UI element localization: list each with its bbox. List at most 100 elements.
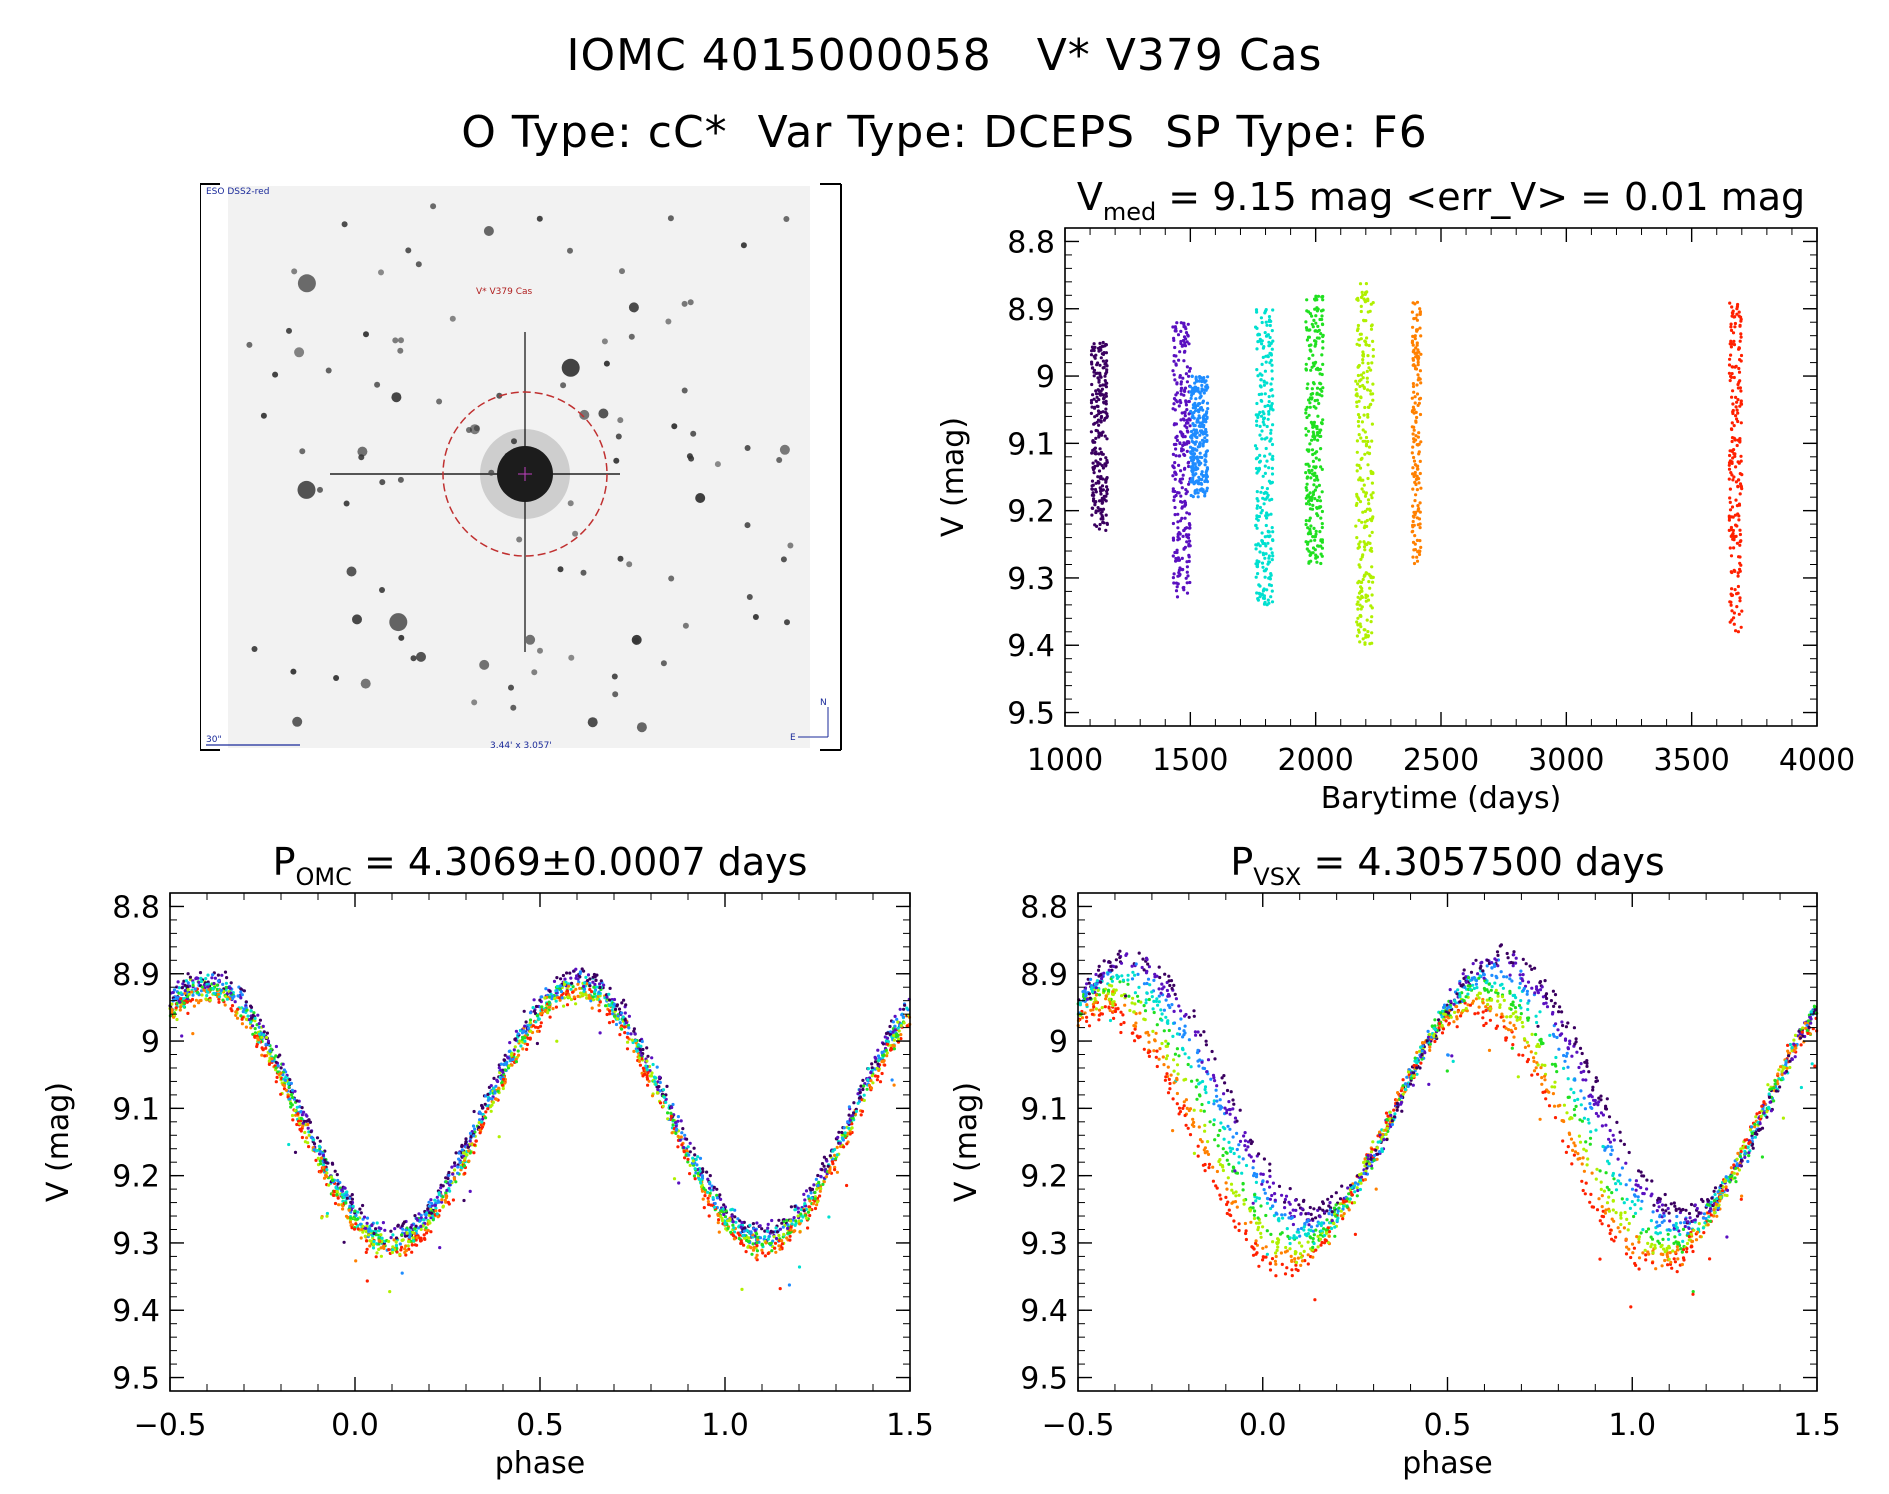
x-tick-label: 0.5 <box>516 1408 564 1443</box>
point <box>1260 429 1264 433</box>
point <box>638 1063 643 1067</box>
point <box>342 1195 346 1199</box>
point <box>701 1167 705 1171</box>
point <box>1184 372 1188 376</box>
point <box>438 1209 442 1213</box>
point <box>462 1198 466 1203</box>
point <box>869 1086 874 1090</box>
point <box>1413 401 1417 405</box>
point <box>1104 394 1108 398</box>
point <box>1171 452 1175 456</box>
point <box>854 1109 859 1113</box>
point <box>202 988 206 992</box>
point <box>458 1160 462 1165</box>
point <box>770 1249 774 1253</box>
point <box>1093 523 1097 527</box>
point <box>1737 503 1742 507</box>
point <box>497 1135 501 1139</box>
point <box>731 1220 735 1224</box>
point <box>1198 396 1202 400</box>
point <box>298 1122 302 1126</box>
point <box>408 1232 412 1236</box>
point <box>1174 589 1179 593</box>
point <box>423 1237 427 1241</box>
point <box>543 1008 547 1012</box>
point <box>608 1012 612 1016</box>
point <box>1189 385 1193 389</box>
point <box>345 1193 349 1197</box>
point <box>1172 495 1176 499</box>
point <box>1735 400 1739 404</box>
point <box>1738 528 1742 532</box>
point <box>1255 517 1259 521</box>
point <box>1091 347 1095 351</box>
point <box>885 1051 889 1055</box>
point <box>700 1174 705 1178</box>
point <box>847 1105 852 1109</box>
point <box>325 1161 329 1165</box>
point <box>1101 517 1105 521</box>
y-axis: 8.88.999.19.29.39.49.5 <box>1007 225 1817 732</box>
point <box>1313 437 1317 441</box>
point <box>1237 1161 1241 1165</box>
point <box>1096 404 1100 409</box>
point <box>1195 467 1199 471</box>
point <box>1197 414 1201 418</box>
point <box>1262 380 1266 384</box>
target-star <box>330 332 620 652</box>
point <box>1262 491 1266 495</box>
point <box>861 1087 865 1092</box>
point <box>1183 516 1187 520</box>
point <box>1732 616 1736 620</box>
point <box>1197 463 1201 467</box>
point <box>666 1117 670 1121</box>
point <box>707 1214 711 1218</box>
point <box>755 1221 759 1225</box>
point <box>239 996 243 1000</box>
star <box>389 613 408 632</box>
point <box>761 1251 765 1255</box>
point <box>503 1068 507 1072</box>
point <box>1371 580 1375 584</box>
point <box>249 1005 254 1010</box>
point <box>740 1287 744 1291</box>
y-tick-label: 9.2 <box>1007 495 1055 530</box>
point <box>510 1063 514 1067</box>
point <box>1188 526 1192 530</box>
point <box>480 1103 484 1108</box>
point <box>1268 335 1272 340</box>
point <box>1306 429 1311 433</box>
point <box>1370 496 1374 500</box>
point <box>1735 541 1739 545</box>
point <box>1359 625 1363 629</box>
point <box>1360 456 1364 460</box>
point <box>1366 463 1370 467</box>
point <box>1264 308 1268 312</box>
point <box>375 1221 379 1225</box>
point <box>198 971 203 975</box>
point <box>307 1133 311 1137</box>
point <box>655 1065 659 1069</box>
point <box>732 1237 737 1241</box>
point <box>1319 332 1323 336</box>
point <box>1738 561 1742 565</box>
point <box>310 1135 314 1139</box>
point <box>1269 407 1273 411</box>
point <box>1312 364 1316 368</box>
point <box>1102 521 1106 525</box>
point <box>1367 405 1371 409</box>
x-tick-label: 1000 <box>1027 743 1103 778</box>
point <box>1311 381 1316 385</box>
star <box>510 704 517 711</box>
point <box>265 1031 269 1035</box>
point <box>379 1233 383 1237</box>
point <box>1193 385 1197 389</box>
point <box>1202 474 1206 478</box>
point <box>1317 544 1321 548</box>
point <box>833 1168 837 1172</box>
point <box>552 979 557 984</box>
point <box>419 1224 423 1228</box>
point <box>785 1236 789 1240</box>
point <box>608 1009 612 1013</box>
point <box>1413 334 1417 338</box>
